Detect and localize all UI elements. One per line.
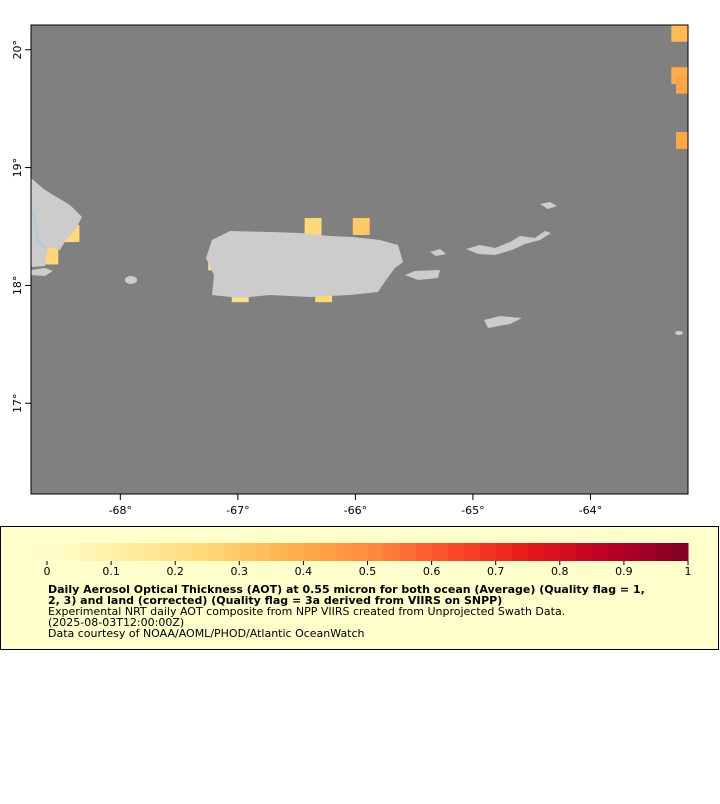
colorbar-step (223, 543, 240, 561)
colorbar-step (175, 543, 192, 561)
colorbar-step (207, 543, 224, 561)
colorbar-tick-label: 0.5 (359, 565, 377, 578)
colorbar-tick-label: 0.8 (551, 565, 569, 578)
colorbar-tick-label: 0.2 (166, 565, 184, 578)
colorbar-step (639, 543, 657, 561)
virgin-islands (466, 231, 551, 255)
colorbar-step (191, 543, 208, 561)
aot-cell (304, 218, 322, 235)
colorbar-step (511, 543, 529, 561)
aot-cell (676, 131, 688, 149)
hispaniola (31, 178, 82, 267)
x-tick-label: -68° (109, 504, 132, 517)
colorbar-tick-label: 0.1 (102, 565, 120, 578)
legend-note: Experimental NRT daily AOT composite fro… (48, 605, 565, 618)
river (32, 211, 46, 249)
colorbar-step (159, 543, 176, 561)
colorbar-step (623, 543, 641, 561)
culebra (430, 249, 446, 256)
colorbar-tick-label: 1 (685, 565, 692, 578)
colorbar-tick-label: 0.6 (423, 565, 441, 578)
colorbar-step (383, 543, 401, 561)
colorbar-step (431, 543, 449, 561)
y-tick-label: 19° (11, 158, 24, 178)
legend-note: (2025-08-03T12:00:00Z) (48, 616, 184, 629)
colorbar-step (591, 543, 609, 561)
colorbar-step (95, 543, 112, 561)
colorbar-step (63, 543, 80, 561)
colorbar-step (239, 543, 256, 561)
colorbar-step (367, 543, 385, 561)
colorbar-step (575, 543, 593, 561)
colorbar-step (143, 543, 160, 561)
y-tick-label: 17° (11, 394, 24, 414)
aot-cell (352, 218, 370, 235)
colorbar-step (287, 543, 304, 561)
y-tick-label: 20° (11, 40, 24, 60)
colorbar-step (671, 543, 689, 561)
aot-cell (671, 25, 688, 42)
colorbar-step (607, 543, 625, 561)
x-tick-label: -65° (461, 504, 484, 517)
colorbar-tick-label: 0 (44, 565, 51, 578)
legend-title: 2, 3) and land (corrected) (Quality flag… (48, 594, 502, 607)
map-frame (30, 24, 689, 495)
colorbar-tick-label: 0.9 (615, 565, 633, 578)
small-island (675, 331, 683, 335)
colorbar-step (255, 543, 272, 561)
colorbar-step (543, 543, 561, 561)
y-tick-label: 18° (11, 276, 24, 296)
st-croix (484, 316, 522, 328)
colorbar-tick-label: 0.7 (487, 565, 505, 578)
colorbar-step (303, 543, 320, 561)
land (31, 178, 683, 335)
colorbar-step (335, 543, 352, 561)
puerto-rico (206, 231, 403, 298)
colorbar-step (463, 543, 481, 561)
saona-island (31, 268, 53, 276)
colorbar-step (655, 543, 673, 561)
colorbar-step (351, 543, 368, 561)
colorbar-tick-label: 0.3 (231, 565, 249, 578)
colorbar-step (559, 543, 577, 561)
vieques (405, 270, 440, 280)
mona-island (125, 276, 137, 284)
legend-texts: Daily Aerosol Optical Thickness (AOT) at… (48, 583, 645, 640)
colorbar-step (447, 543, 465, 561)
x-tick-label: -66° (344, 504, 367, 517)
colorbar-step (319, 543, 336, 561)
legend-note: Data courtesy of NOAA/AOML/PHOD/Atlantic… (48, 627, 365, 640)
anegada (540, 202, 557, 209)
x-tick-label: -64° (579, 504, 602, 517)
colorbar-step (415, 543, 433, 561)
colorbar-step (399, 543, 417, 561)
axes: -68° -67° -66° -65° -64° 17° 18° 19° 20° (11, 40, 602, 517)
aot-cell (676, 76, 688, 94)
colorbar-tick-label: 0.4 (295, 565, 313, 578)
colorbar: 0 0.1 0.2 0.3 0.4 0.5 0.6 0.7 0.8 0.9 1 (44, 543, 692, 578)
colorbar-step (47, 543, 64, 561)
colorbar-step (127, 543, 144, 561)
x-tick-label: -67° (226, 504, 249, 517)
colorbar-step (479, 543, 497, 561)
colorbar-step (111, 543, 128, 561)
colorbar-step (79, 543, 96, 561)
colorbar-step (495, 543, 513, 561)
colorbar-step (527, 543, 545, 561)
colorbar-step (271, 543, 288, 561)
legend-title: Daily Aerosol Optical Thickness (AOT) at… (48, 583, 645, 596)
